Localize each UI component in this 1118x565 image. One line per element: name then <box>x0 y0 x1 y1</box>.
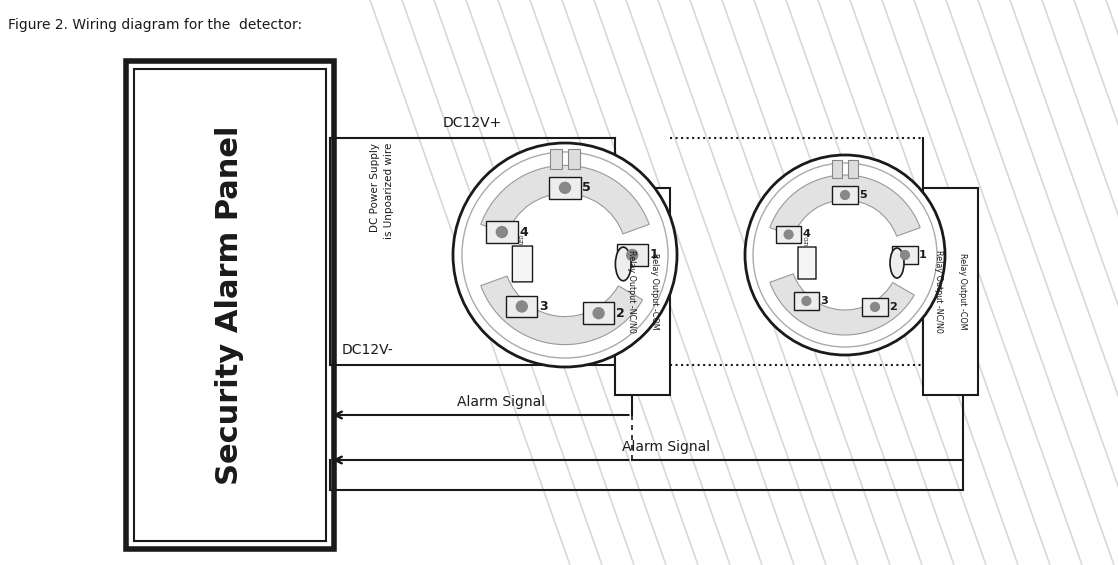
Bar <box>486 221 518 243</box>
Circle shape <box>559 182 570 193</box>
FancyBboxPatch shape <box>798 247 816 279</box>
Wedge shape <box>481 276 643 345</box>
Text: 3: 3 <box>539 300 548 313</box>
Circle shape <box>871 302 880 311</box>
Text: DC12V+: DC12V+ <box>443 116 502 130</box>
Text: Relay Output -COM: Relay Output -COM <box>650 253 660 330</box>
Circle shape <box>802 297 811 305</box>
Bar <box>892 246 918 264</box>
Circle shape <box>496 227 508 237</box>
Text: DC12V-: DC12V- <box>342 343 394 357</box>
Ellipse shape <box>890 248 904 278</box>
Text: is Unpoarized wire: is Unpoarized wire <box>383 143 394 240</box>
Text: Relay Output -COM: Relay Output -COM <box>958 253 967 330</box>
Text: 4: 4 <box>519 225 528 238</box>
Bar <box>862 298 888 316</box>
FancyBboxPatch shape <box>512 246 532 282</box>
Bar <box>550 149 561 169</box>
Bar <box>616 244 647 266</box>
Text: 1: 1 <box>919 250 927 260</box>
Circle shape <box>745 155 945 355</box>
Text: 5: 5 <box>859 190 866 200</box>
Bar <box>134 69 326 541</box>
Text: Security Alarm Panel: Security Alarm Panel <box>216 125 245 485</box>
Text: 2: 2 <box>616 307 625 320</box>
Text: LED: LED <box>805 236 809 245</box>
Circle shape <box>784 230 793 239</box>
Text: Alarm Signal: Alarm Signal <box>456 395 544 409</box>
Text: 5: 5 <box>582 181 591 194</box>
Bar <box>582 302 614 324</box>
Circle shape <box>462 152 669 358</box>
Bar <box>615 188 670 395</box>
Bar <box>923 188 978 395</box>
Bar <box>833 186 858 204</box>
Text: DC Power Supply: DC Power Supply <box>370 143 380 232</box>
Text: 1: 1 <box>650 249 659 262</box>
Wedge shape <box>481 166 650 234</box>
Wedge shape <box>770 274 915 335</box>
Circle shape <box>754 163 937 347</box>
Bar <box>549 177 580 199</box>
Bar <box>126 61 334 549</box>
Bar <box>506 295 538 318</box>
Wedge shape <box>770 175 920 236</box>
Ellipse shape <box>615 247 631 281</box>
Text: 3: 3 <box>821 296 828 306</box>
Circle shape <box>901 251 909 259</box>
Text: 4: 4 <box>803 229 811 240</box>
Circle shape <box>841 190 850 199</box>
Bar <box>832 160 842 178</box>
Circle shape <box>453 143 678 367</box>
Text: Relay Output -NC/N0: Relay Output -NC/N0 <box>934 250 942 333</box>
Bar <box>568 149 579 169</box>
Circle shape <box>517 301 528 312</box>
Text: LED: LED <box>520 233 525 244</box>
Circle shape <box>594 308 604 319</box>
Text: Alarm Signal: Alarm Signal <box>623 440 710 454</box>
Circle shape <box>627 250 637 260</box>
Bar <box>776 225 802 244</box>
Text: Relay Output -NC/N0: Relay Output -NC/N0 <box>627 250 636 333</box>
Bar <box>847 160 858 178</box>
Text: Figure 2. Wiring diagram for the  detector:: Figure 2. Wiring diagram for the detecto… <box>8 18 302 32</box>
Text: 2: 2 <box>889 302 897 312</box>
Bar <box>794 292 819 310</box>
